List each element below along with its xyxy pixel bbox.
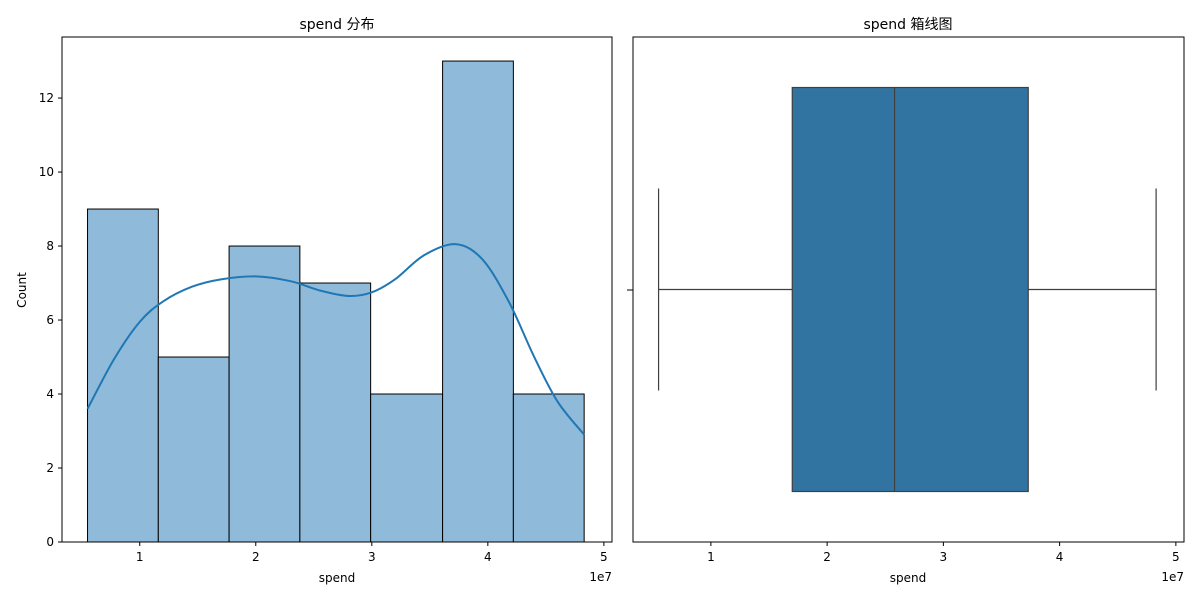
boxplot-x-tick-label: 2	[823, 550, 831, 564]
histogram-bar	[87, 208, 159, 543]
histogram-x-tick-label: 5	[600, 550, 608, 564]
histogram-bar	[442, 60, 514, 543]
boxplot-x-tick-label: 4	[1056, 550, 1064, 564]
histogram-x-tick-label: 4	[484, 550, 492, 564]
boxplot-x-label: spend	[890, 571, 926, 585]
kde-curve	[86, 243, 585, 436]
histogram-x-tick-label: 3	[368, 550, 376, 564]
boxplot-x-offset-text: 1e7	[1161, 570, 1184, 584]
histogram-x-tick-label: 1	[136, 550, 144, 564]
histogram-y-tick-label: 2	[46, 461, 54, 475]
histogram-bar	[370, 393, 444, 543]
histogram-bar	[512, 393, 585, 543]
histogram-y-tick-label: 10	[39, 165, 54, 179]
boxplot-elements	[657, 86, 1157, 493]
boxplot-panel: spend 箱线图 1 2 3 4 5 spend 1e7	[627, 17, 1185, 585]
histogram-bar	[299, 282, 372, 543]
boxplot-title: spend 箱线图	[863, 17, 952, 33]
histogram-bars	[87, 60, 585, 543]
histogram-y-ticks: 0 2 4 6 8 10 12	[39, 91, 62, 549]
boxplot-x-tick-label: 3	[940, 550, 948, 564]
boxplot-x-tick-label: 5	[1172, 550, 1180, 564]
histogram-x-label: spend	[319, 571, 355, 585]
histogram-bar	[228, 245, 301, 543]
histogram-x-offset-text: 1e7	[589, 570, 612, 584]
histogram-y-tick-label: 8	[46, 239, 54, 253]
boxplot-x-ticks: 1 2 3 4 5	[707, 542, 1180, 564]
histogram-y-tick-label: 4	[46, 387, 54, 401]
histogram-title: spend 分布	[299, 17, 374, 33]
histogram-x-tick-label: 2	[252, 550, 260, 564]
interquartile-box	[791, 86, 1029, 493]
histogram-y-tick-label: 6	[46, 313, 54, 327]
histogram-y-tick-label: 0	[46, 535, 54, 549]
histogram-x-ticks: 1 2 3 4 5	[136, 542, 608, 564]
boxplot-x-tick-label: 1	[707, 550, 715, 564]
histogram-y-label: Count	[15, 272, 29, 308]
histogram-plot-frame	[61, 36, 613, 543]
histogram-y-tick-label: 12	[39, 91, 54, 105]
histogram-bar	[157, 356, 230, 543]
